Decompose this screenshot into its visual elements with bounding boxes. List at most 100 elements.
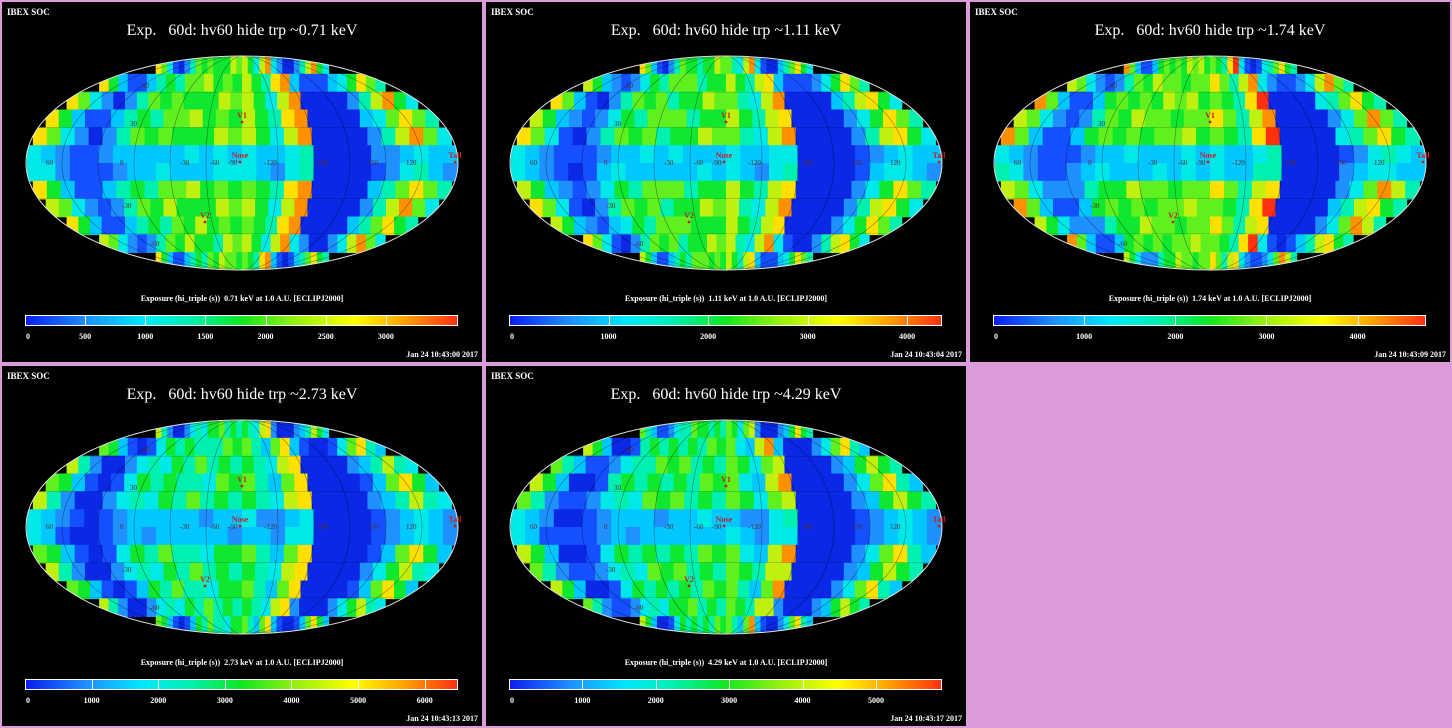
exposure-cell	[662, 56, 670, 75]
exposure-cell	[175, 598, 186, 617]
exposure-cell	[608, 562, 623, 582]
exposure-cell	[183, 455, 197, 475]
exposure-cell	[1042, 180, 1058, 200]
exposure-cell	[116, 127, 132, 146]
exposure-cell	[1163, 91, 1176, 111]
exposure-cell	[611, 598, 623, 617]
exposure-cell	[55, 145, 71, 164]
exposure-cell	[572, 544, 588, 564]
exposure-cell	[809, 491, 825, 510]
exposure-cell	[712, 198, 727, 218]
exposure-cell	[754, 234, 765, 253]
exposure-cell	[1009, 163, 1025, 182]
exposure-cell	[385, 145, 401, 164]
latitude-label: -60	[150, 240, 160, 248]
exposure-cell	[656, 180, 672, 200]
exposure-cell	[773, 598, 784, 617]
exposure-cell	[71, 473, 86, 493]
exposure-cell	[716, 437, 727, 457]
exposure-cell	[760, 252, 768, 270]
colorbar-tick	[205, 315, 207, 326]
exposure-cell	[280, 234, 291, 253]
exposure-cell	[1367, 109, 1381, 129]
exposure-cell	[849, 234, 861, 253]
exposure-cell	[628, 127, 644, 146]
exposure-cell	[720, 56, 727, 75]
exposure-cell	[795, 127, 811, 146]
meridian-line	[617, 56, 835, 270]
exposure-cell	[184, 73, 196, 93]
exposure-cell	[346, 109, 361, 129]
exposure-cell	[840, 598, 851, 617]
exposure-cell	[812, 145, 828, 164]
exposure-cell	[811, 73, 823, 93]
exposure-cell	[883, 527, 899, 546]
exposure-cell	[711, 163, 727, 182]
exposure-cell	[150, 109, 165, 129]
exposure-cell	[807, 91, 821, 111]
exposure-cell	[1367, 198, 1381, 218]
exposure-cell	[687, 73, 699, 93]
colorbar-tick-label: 1500	[197, 332, 214, 341]
exposure-cell	[685, 420, 693, 439]
exposure-cell	[172, 544, 188, 564]
exposure-cell	[668, 252, 676, 270]
exposure-cell	[195, 616, 203, 634]
exposure-cell	[299, 163, 315, 182]
exposure-cell	[1039, 109, 1054, 129]
exposure-cell	[754, 56, 762, 75]
colorbar-tick-label: 0	[26, 332, 30, 341]
exposure-cell	[1066, 109, 1080, 129]
exposure-cell	[1057, 216, 1071, 236]
meridian-line	[169, 420, 315, 634]
exposure-cell	[242, 198, 256, 218]
exposure-cell	[399, 198, 413, 218]
exposure-cell	[678, 73, 689, 93]
exposure-cell	[359, 198, 374, 218]
exposure-cell	[283, 180, 299, 200]
exposure-cell	[1305, 234, 1316, 253]
exposure-cell	[562, 580, 575, 600]
exposure-cell	[1092, 109, 1107, 129]
exposure-cell	[289, 598, 300, 617]
exposure-cell	[55, 509, 71, 528]
colorbar-tick-label: 4000	[794, 696, 811, 705]
exposure-cell	[740, 527, 756, 546]
exposure-cell	[781, 180, 797, 200]
exposure-cell	[753, 491, 769, 510]
colorbar-tick-label: 1000	[1076, 332, 1093, 341]
exposure-cell	[356, 234, 367, 253]
exposure-cell	[202, 198, 217, 218]
exposure-cell	[804, 473, 819, 493]
longitude-label: 180	[802, 523, 813, 531]
exposure-cell	[767, 180, 783, 200]
exposure-cell	[288, 580, 302, 600]
exposure-cell	[1152, 56, 1160, 75]
meridian-line	[689, 56, 763, 270]
exposure-cell	[69, 527, 85, 546]
exposure-cell	[158, 544, 174, 564]
exposure-cell	[620, 580, 634, 600]
exposure-cell	[1343, 234, 1354, 253]
exposure-cell	[322, 616, 330, 634]
exposure-cell	[268, 198, 283, 218]
exposure-cell	[277, 91, 290, 111]
exposure-cell	[333, 198, 348, 218]
exposure-cell	[716, 234, 727, 253]
exposure-cell	[826, 527, 842, 546]
exposure-cell	[113, 216, 126, 236]
exposure-cell	[817, 562, 832, 582]
exposure-cell	[1154, 180, 1169, 200]
exposure-cell	[1198, 91, 1211, 111]
exposure-cell	[740, 163, 756, 182]
exposure-cell	[639, 252, 647, 270]
exposure-cell	[795, 56, 802, 75]
exposure-cell	[842, 216, 856, 236]
exposure-cell	[1182, 180, 1197, 200]
exposure-cell	[141, 509, 157, 528]
exposure-cell	[1221, 91, 1235, 111]
exposure-cell	[167, 420, 174, 439]
colorbar-caption: Exposure (hi_triple (s)) 1.11 keV at 1.0…	[624, 294, 828, 303]
exposure-cell	[339, 544, 355, 564]
exposure-cell	[1380, 198, 1395, 218]
